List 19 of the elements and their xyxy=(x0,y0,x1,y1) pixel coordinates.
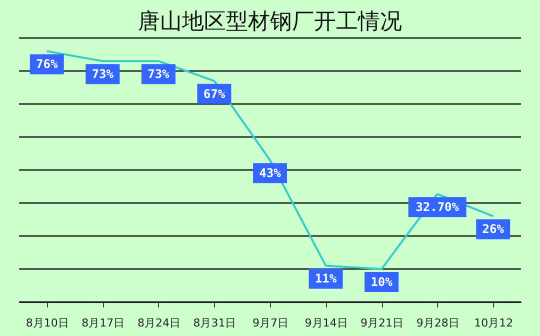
x-tick-label: 9月21日 xyxy=(360,316,404,330)
data-label: 26% xyxy=(482,222,505,236)
x-tick-label: 8月24日 xyxy=(137,316,180,330)
data-label: 32.70% xyxy=(416,200,460,214)
x-tick-label: 8月10日 xyxy=(26,316,69,330)
data-label: 67% xyxy=(203,86,226,101)
data-label: 73% xyxy=(148,67,170,82)
data-label: 73% xyxy=(92,67,114,82)
data-label: 43% xyxy=(259,166,282,180)
data-label: 11% xyxy=(314,272,338,286)
data-label: 76% xyxy=(36,57,58,72)
x-tick-label: 9月14日 xyxy=(304,316,348,330)
data-label: 10% xyxy=(370,275,394,289)
x-tick-label: 10月12 xyxy=(474,316,514,330)
x-tick-label: 8月31日 xyxy=(193,316,236,330)
x-tick-label: 9月28日 xyxy=(416,316,460,330)
chart-title: 唐山地区型材钢厂开工情况 xyxy=(138,9,402,34)
x-tick-label: 8月17日 xyxy=(82,316,125,330)
x-tick-label: 9月7日 xyxy=(252,316,288,330)
